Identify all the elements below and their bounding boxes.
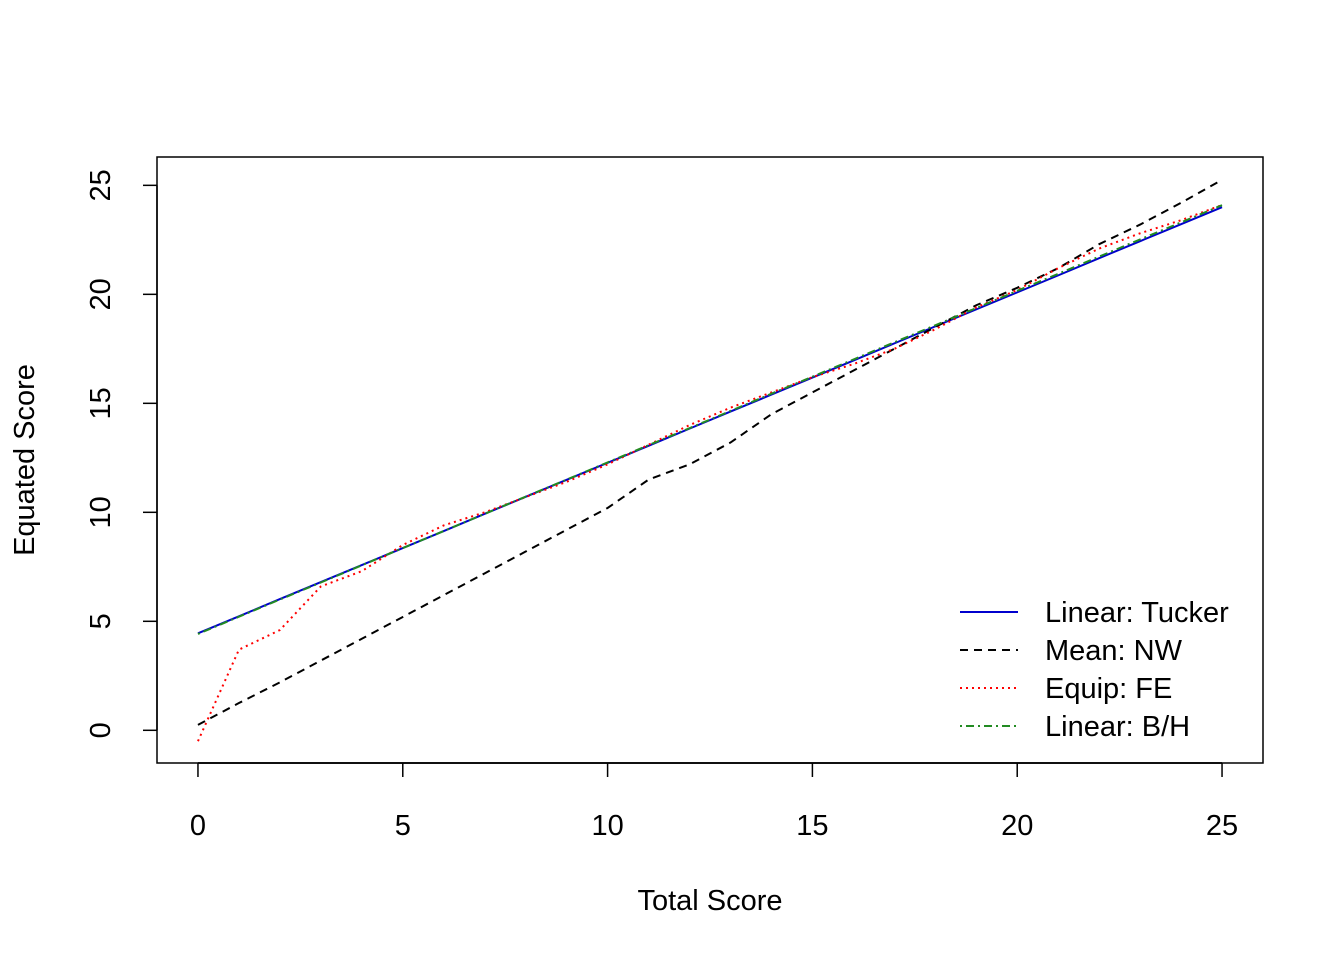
y-tick-label: 5: [85, 613, 117, 629]
series-line-0: [197, 206, 1223, 635]
legend-label: Linear: Tucker: [1045, 597, 1229, 629]
x-tick-label: 25: [1206, 810, 1238, 842]
y-axis-label: Equated Score: [9, 364, 41, 556]
y-tick-label: 20: [85, 278, 117, 310]
y-tick-label: 0: [85, 722, 117, 738]
x-tick-label: 0: [190, 810, 206, 842]
legend-label: Equip: FE: [1045, 673, 1172, 705]
x-tick-label: 20: [1001, 810, 1033, 842]
series-line-3: [197, 204, 1223, 635]
y-tick-label: 10: [85, 496, 117, 528]
series-layer: [197, 179, 1223, 742]
legend: Linear: Tucker Mean: NW Equip: FE Linear: B…: [960, 597, 1229, 743]
y-axis: 0 5 10 15 20 25: [85, 169, 158, 738]
legend-label: Linear: B/H: [1045, 711, 1190, 743]
series-line-2: [197, 204, 1223, 742]
x-axis-label: Total Score: [637, 885, 782, 917]
y-tick-label: 15: [85, 387, 117, 419]
x-tick-label: 15: [796, 810, 828, 842]
x-tick-label: 5: [395, 810, 411, 842]
y-tick-label: 25: [85, 169, 117, 201]
legend-label: Mean: NW: [1045, 635, 1183, 667]
x-axis: 0 5 10 15 20 25: [190, 762, 1238, 842]
x-tick-label: 10: [591, 810, 623, 842]
